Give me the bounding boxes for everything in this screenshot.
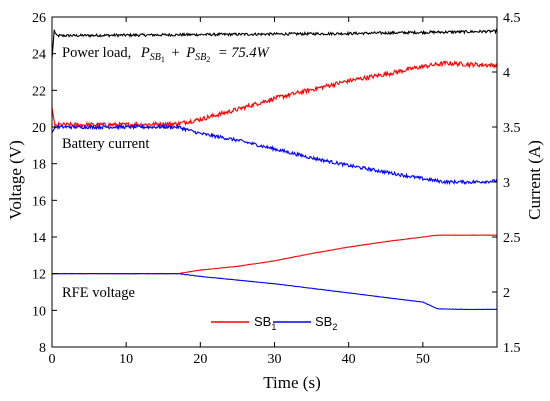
y-left-tick-label: 18 [32,158,46,173]
y-right-tick-label: 2 [503,286,510,301]
x-axis-title: Time (s) [263,373,320,392]
y-right-tick-label: 2.5 [503,231,521,246]
y-left-tick-label: 8 [39,341,46,356]
y-axis-right-title: Current (A) [525,140,544,220]
svg-text:SB1: SB1 [254,314,276,332]
y-right-tick-label: 4.5 [503,11,521,26]
series-layer [51,28,498,311]
series-line-sb1-voltage [52,234,498,275]
series-line-sb2-current [51,123,498,186]
power-sub-b-idx: 2 [206,55,210,64]
legend-sub-sb1: 1 [271,322,276,332]
y-left-tick-label: 10 [32,304,46,319]
series-line-power-load [51,28,498,59]
y-right-tick-label: 3.5 [503,121,521,136]
power-load-label: Power load, [62,45,131,61]
x-tick-label: 40 [342,352,356,367]
y-left-tick-label: 20 [32,121,46,136]
power-formula-a: P [140,45,150,61]
y-left-tick-label: 12 [32,268,46,283]
x-tick-label: 50 [416,352,430,367]
y-right-tick-label: 1.5 [503,341,521,356]
legend: SB1 SB2 [211,314,337,332]
series-line-sb2-voltage [52,272,498,311]
series-line-sb1-current [51,60,498,129]
annotation-rfe-voltage: RFE voltage [62,285,135,301]
annotation-battery-current: Battery current [62,136,149,152]
svg-text:Power load, PSB1 +: Power load, PSB1 + PSB2 = 75.4W [62,45,271,66]
power-formula-b: P [185,45,195,61]
power-plus: + [171,45,179,61]
x-tick-label: 20 [193,352,207,367]
y-axis-left-title: Voltage (V) [6,140,25,219]
legend-label-sb2: SB [315,314,332,329]
svg-text:SB2: SB2 [315,314,337,332]
y-left-tick-label: 14 [32,231,46,246]
power-sub-a-idx: 1 [161,55,165,64]
y-left-tick-label: 16 [32,194,46,209]
power-eq: = 75.4W [218,45,271,61]
x-tick-label: 30 [268,352,282,367]
x-tick-label: 10 [119,352,133,367]
tick-layer: 0 10 20 30 40 5081012141618202224261.522.533.… [32,11,521,367]
x-tick-label: 0 [49,352,56,367]
y-right-tick-label: 4 [503,66,510,81]
y-left-tick-label: 26 [32,11,46,26]
legend-sub-sb2: 2 [332,322,337,332]
annotation-power-load: Power load, PSB1 + PSB2 = 75.4W [56,40,306,66]
y-right-tick-label: 3 [503,176,510,191]
y-left-tick-label: 22 [32,84,46,99]
y-left-tick-label: 24 [32,48,46,63]
power-sub-a: SB [150,52,161,63]
power-sub-b: SB [195,52,206,63]
legend-label-sb1: SB [254,314,271,329]
